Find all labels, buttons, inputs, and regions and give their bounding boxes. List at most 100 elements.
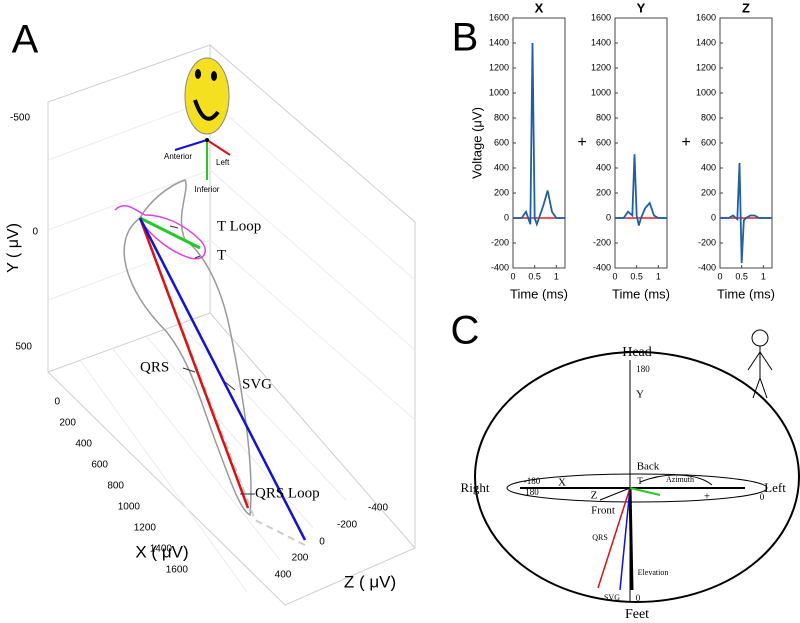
x-tick-label: 0 (717, 271, 722, 281)
y-tick-label: 600 (494, 137, 509, 147)
y-axis-label: Voltage (μV) (469, 107, 484, 179)
stick-figure (747, 329, 773, 399)
plot-area (719, 17, 773, 269)
sphere-label: SVG (604, 593, 620, 602)
sphere-label: Head (622, 345, 652, 360)
y-tick-label: 0 (711, 212, 716, 222)
annotation: QRS (140, 359, 169, 375)
y-tick-label: 1000 (591, 87, 611, 97)
y-tick-label: 400 (701, 162, 716, 172)
sphere-label: -180 (524, 476, 541, 486)
y-tick-label: -400 (491, 262, 509, 272)
sphere-label: Left (764, 480, 786, 495)
x-tick-label: 0.5 (528, 271, 541, 281)
x-tick-label: 1 (761, 271, 766, 281)
x-axis-label: Time (ms) (717, 286, 775, 301)
y-tick-label: -400 (698, 262, 716, 272)
y-tick-label: 400 (596, 162, 611, 172)
tick-label: 0 (319, 537, 325, 548)
y-tick-label: 1600 (591, 12, 611, 22)
panel-label: A (12, 18, 39, 62)
tick-label: 800 (107, 481, 124, 492)
x-tick-label: 0 (612, 271, 617, 281)
y-tick-label: 1600 (696, 12, 716, 22)
axis-label: Y ( μV) (5, 223, 22, 273)
x-axis-label: Time (ms) (612, 286, 670, 301)
sphere-label: 0 (760, 492, 765, 502)
sphere-label: X (558, 477, 566, 489)
tick-label: 0 (54, 397, 60, 408)
chart-title: Y (637, 0, 646, 15)
y-tick-label: 800 (596, 112, 611, 122)
y-tick-label: -200 (698, 237, 716, 247)
tick-label: -500 (10, 113, 30, 124)
annotation: T (217, 247, 226, 263)
tick-label: 1000 (118, 502, 141, 513)
y-tick-label: 1200 (696, 62, 716, 72)
sphere-label: QRS (592, 533, 608, 542)
sphere-label: 180 (525, 487, 539, 497)
tick-label: -200 (337, 520, 357, 531)
tick-label: 400 (75, 439, 92, 450)
y-tick-label: 1000 (696, 87, 716, 97)
x-tick-label: 0.5 (735, 271, 748, 281)
y-tick-label: 200 (596, 187, 611, 197)
y-tick-label: 600 (701, 137, 716, 147)
y-tick-label: 400 (494, 162, 509, 172)
series-line (513, 42, 565, 227)
y-tick-label: -200 (593, 237, 611, 247)
y-tick-label: 1400 (489, 37, 509, 47)
box-3d (47, 44, 416, 606)
plot-area (614, 17, 668, 269)
x-tick-label: 0 (510, 271, 515, 281)
axis-label: Z ( μV) (344, 572, 396, 591)
y-tick-label: -200 (491, 237, 509, 247)
sphere-label: Front (591, 505, 615, 517)
orientation-label: Left (216, 158, 230, 167)
tick-label: 200 (292, 553, 309, 564)
sphere-label: Back (637, 461, 660, 473)
operator: + (577, 134, 586, 151)
tick-label: 0 (32, 227, 38, 238)
sphere (474, 351, 800, 603)
tick-label: 1600 (166, 565, 189, 576)
y-tick-label: 1200 (591, 62, 611, 72)
y-tick-label: 1000 (489, 87, 509, 97)
axis-label: X ( μV) (135, 542, 188, 561)
x-tick-label: 1 (554, 271, 559, 281)
panel-label: B (452, 16, 479, 60)
y-tick-label: 800 (494, 112, 509, 122)
chart-title: X (535, 0, 544, 15)
tick-label: -400 (368, 503, 388, 514)
loops (114, 179, 307, 546)
y-tick-label: 200 (494, 187, 509, 197)
annotation: T Loop (217, 218, 261, 234)
y-tick-label: -400 (593, 262, 611, 272)
sphere-label: Feet (625, 607, 649, 622)
y-tick-label: 1400 (591, 37, 611, 47)
y-tick-label: 800 (701, 112, 716, 122)
sphere-label: Azimuth (666, 475, 694, 484)
tick-label: 1200 (134, 523, 157, 534)
orientation-label: Inferior (195, 185, 220, 194)
x-axis-label: Time (ms) (510, 286, 568, 301)
chart-title: Z (742, 0, 750, 15)
sphere-label: Right (461, 480, 490, 495)
y-tick-label: 1400 (696, 37, 716, 47)
x-tick-label: 1 (656, 271, 661, 281)
y-tick-label: 200 (701, 187, 716, 197)
orientation-label: Anterior (164, 152, 192, 161)
sphere-label: + (704, 491, 710, 503)
tick-label: 1400 (150, 544, 173, 555)
sphere-label: Z (591, 490, 598, 502)
plot-area (512, 17, 566, 269)
annotation: QRS Loop (255, 485, 320, 501)
tick-label: 600 (91, 460, 108, 471)
panel-label: C (451, 309, 480, 353)
tick-label: 500 (15, 342, 32, 353)
x-tick-label: 0.5 (630, 271, 643, 281)
y-tick-label: 1600 (489, 12, 509, 22)
tick-label: 400 (275, 570, 292, 581)
operator: + (681, 134, 690, 151)
